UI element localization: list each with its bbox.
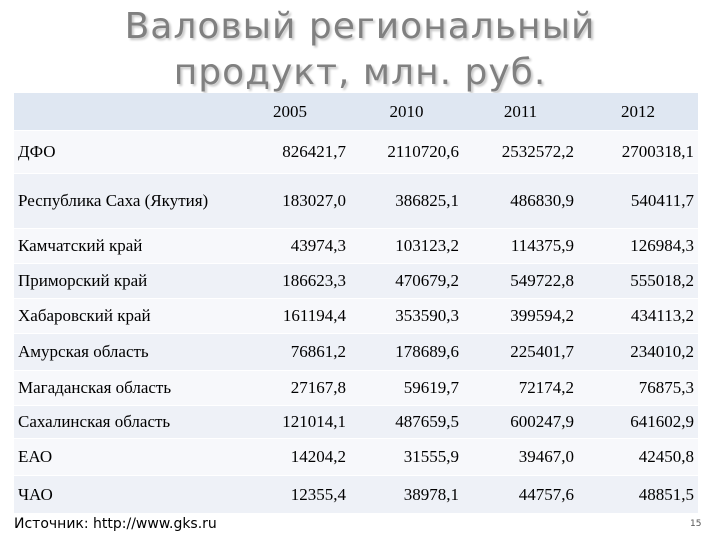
value-cell: 470679,2	[350, 263, 463, 299]
value-cell: 2110720,6	[350, 130, 463, 174]
value-cell: 72174,2	[463, 370, 578, 406]
table-row: Магаданская область 27167,8 59619,7 72174,2…	[14, 370, 698, 406]
value-cell: 178689,6	[350, 333, 463, 371]
value-cell: 48851,5	[578, 475, 698, 514]
value-cell: 59619,7	[350, 370, 463, 406]
value-cell: 12355,4	[230, 475, 350, 514]
value-cell: 76875,3	[578, 370, 698, 406]
table-row: ЧАО 12355,4 38978,1 44757,6 48851,5	[14, 475, 698, 514]
table-row: Приморский край 186623,3 470679,2 549722,8 5…	[14, 263, 698, 299]
header-cell: 2012	[578, 93, 698, 131]
header-row: 2005 2010 2011 2012	[14, 93, 698, 131]
region-cell: Приморский край	[14, 263, 230, 299]
value-cell: 225401,7	[463, 333, 578, 371]
value-cell: 42450,8	[578, 438, 698, 476]
value-cell: 2532572,2	[463, 130, 578, 174]
header-cell	[14, 93, 230, 131]
value-cell: 555018,2	[578, 263, 698, 299]
table-row: Камчатский край 43974,3 103123,2 114375,9 12…	[14, 228, 698, 264]
region-cell: Хабаровский край	[14, 298, 230, 334]
table-row: Сахалинская область 121014,1 487659,5 60024…	[14, 405, 698, 439]
region-cell: ЕАО	[14, 438, 230, 476]
value-cell: 186623,3	[230, 263, 350, 299]
value-cell: 600247,9	[463, 405, 578, 439]
region-cell: Сахалинская область	[14, 405, 230, 439]
value-cell: 44757,6	[463, 475, 578, 514]
value-cell: 126984,3	[578, 228, 698, 264]
value-cell: 76861,2	[230, 333, 350, 371]
table-row: ЕАО 14204,2 31555,9 39467,0 42450,8	[14, 438, 698, 476]
title: Валовый региональный продукт, млн. руб.	[124, 6, 596, 93]
header-cell: 2011	[463, 93, 578, 131]
value-cell: 486830,9	[463, 173, 578, 229]
page-number: 15	[690, 519, 702, 529]
source: Источник: http://www.gks.ru	[14, 516, 217, 532]
value-cell: 27167,8	[230, 370, 350, 406]
value-cell: 399594,2	[463, 298, 578, 334]
value-cell: 38978,1	[350, 475, 463, 514]
value-cell: 183027,0	[230, 173, 350, 229]
value-cell: 14204,2	[230, 438, 350, 476]
table-row: Республика Саха (Якутия) 183027,0 386825,1…	[14, 173, 698, 229]
table-body: 2005 2010 2011 2012 ДФО 826421,7 2110720,6 2532…	[14, 93, 698, 514]
table-row: Амурская область 76861,2 178689,6 225401,7 2…	[14, 333, 698, 371]
value-cell: 103123,2	[350, 228, 463, 264]
region-cell: ЧАО	[14, 475, 230, 514]
value-cell: 434113,2	[578, 298, 698, 334]
value-cell: 386825,1	[350, 173, 463, 229]
value-cell: 549722,8	[463, 263, 578, 299]
header-cell: 2010	[350, 93, 463, 131]
value-cell: 2700318,1	[578, 130, 698, 174]
value-cell: 31555,9	[350, 438, 463, 476]
region-cell: Камчатский край	[14, 228, 230, 264]
region-cell: ДФО	[14, 130, 230, 174]
header-cell: 2005	[230, 93, 350, 131]
region-cell: Амурская область	[14, 333, 230, 371]
value-cell: 114375,9	[463, 228, 578, 264]
value-cell: 353590,3	[350, 298, 463, 334]
table-row: Хабаровский край 161194,4 353590,3 399594,2…	[14, 298, 698, 334]
value-cell: 826421,7	[230, 130, 350, 174]
value-cell: 121014,1	[230, 405, 350, 439]
data-table: 2005 2010 2011 2012 ДФО 826421,7 2110720,6 2532…	[14, 93, 698, 514]
value-cell: 161194,4	[230, 298, 350, 334]
value-cell: 39467,0	[463, 438, 578, 476]
value-cell: 487659,5	[350, 405, 463, 439]
value-cell: 234010,2	[578, 333, 698, 371]
value-cell: 43974,3	[230, 228, 350, 264]
region-cell: Магаданская область	[14, 370, 230, 406]
region-cell: Республика Саха (Якутия)	[14, 173, 230, 229]
value-cell: 540411,7	[578, 173, 698, 229]
value-cell: 641602,9	[578, 405, 698, 439]
table-row: ДФО 826421,7 2110720,6 2532572,2 2700318,1	[14, 130, 698, 174]
